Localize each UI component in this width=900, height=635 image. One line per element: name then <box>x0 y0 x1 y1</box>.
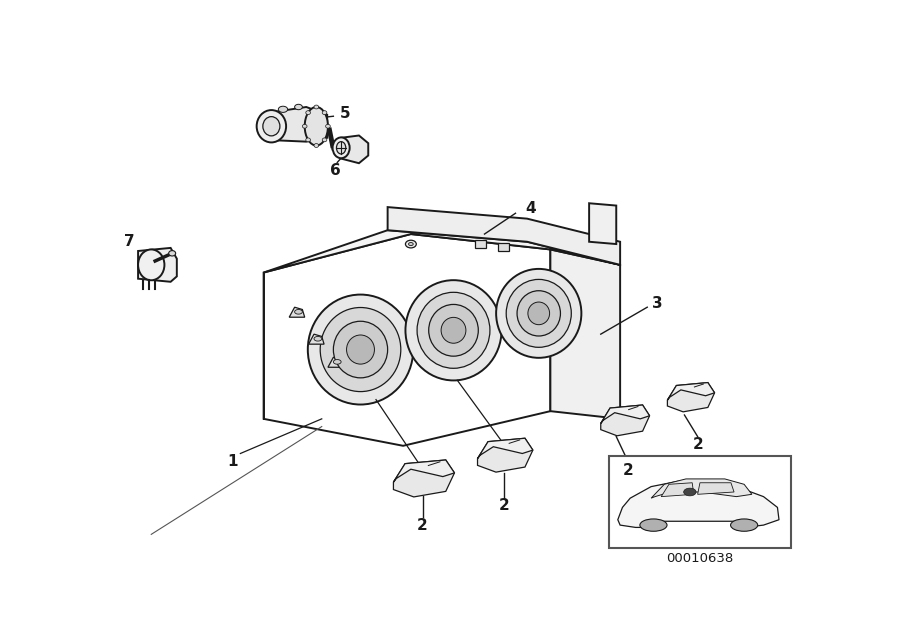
Text: 5: 5 <box>339 105 350 121</box>
Polygon shape <box>264 231 620 272</box>
Ellipse shape <box>305 107 328 145</box>
Ellipse shape <box>314 105 319 109</box>
Polygon shape <box>138 248 176 282</box>
Polygon shape <box>478 438 533 472</box>
Text: 3: 3 <box>652 296 662 311</box>
Polygon shape <box>272 107 328 142</box>
Ellipse shape <box>294 309 302 314</box>
Ellipse shape <box>314 144 319 147</box>
Ellipse shape <box>168 251 176 256</box>
Ellipse shape <box>320 307 400 392</box>
Text: 2: 2 <box>499 498 509 513</box>
Ellipse shape <box>405 240 417 248</box>
Ellipse shape <box>337 142 346 154</box>
Ellipse shape <box>640 519 667 531</box>
Ellipse shape <box>263 117 280 136</box>
Polygon shape <box>341 135 368 163</box>
Ellipse shape <box>322 138 327 142</box>
Text: 1: 1 <box>228 453 238 469</box>
Polygon shape <box>328 358 344 367</box>
Text: 7: 7 <box>124 234 135 250</box>
Polygon shape <box>551 250 620 419</box>
Ellipse shape <box>256 110 286 142</box>
Polygon shape <box>617 481 779 528</box>
Ellipse shape <box>731 519 758 531</box>
Ellipse shape <box>517 291 561 336</box>
Polygon shape <box>601 405 650 436</box>
Ellipse shape <box>528 302 550 324</box>
Polygon shape <box>601 405 650 424</box>
Text: 00010638: 00010638 <box>666 552 734 566</box>
Ellipse shape <box>409 243 413 246</box>
Polygon shape <box>651 479 751 498</box>
Text: 2: 2 <box>417 518 428 533</box>
Polygon shape <box>393 460 454 482</box>
Ellipse shape <box>138 250 165 280</box>
Ellipse shape <box>326 124 330 128</box>
Ellipse shape <box>506 279 572 347</box>
Polygon shape <box>668 382 715 412</box>
Ellipse shape <box>496 269 581 358</box>
Polygon shape <box>478 438 533 458</box>
Text: 2: 2 <box>623 463 634 478</box>
Ellipse shape <box>278 106 288 112</box>
Ellipse shape <box>405 280 501 380</box>
Ellipse shape <box>322 110 327 114</box>
Ellipse shape <box>333 359 341 364</box>
Polygon shape <box>698 483 734 494</box>
Ellipse shape <box>314 337 322 341</box>
Polygon shape <box>668 382 715 400</box>
Polygon shape <box>309 334 324 344</box>
Text: 6: 6 <box>330 163 341 178</box>
Polygon shape <box>393 460 454 497</box>
Ellipse shape <box>441 318 466 344</box>
Polygon shape <box>662 483 694 497</box>
Ellipse shape <box>333 321 388 378</box>
Ellipse shape <box>346 335 374 364</box>
Bar <box>475 240 486 248</box>
Ellipse shape <box>306 110 310 114</box>
Ellipse shape <box>333 137 349 158</box>
Polygon shape <box>264 234 551 446</box>
Ellipse shape <box>302 124 307 128</box>
Bar <box>499 243 509 251</box>
Ellipse shape <box>306 138 310 142</box>
Polygon shape <box>289 307 305 318</box>
Ellipse shape <box>294 104 302 110</box>
Ellipse shape <box>428 304 478 356</box>
Polygon shape <box>590 203 616 244</box>
Polygon shape <box>388 207 620 265</box>
Ellipse shape <box>684 488 696 496</box>
Ellipse shape <box>417 292 490 368</box>
Text: 4: 4 <box>526 201 536 216</box>
Ellipse shape <box>308 295 413 404</box>
Text: 2: 2 <box>692 437 703 451</box>
Bar <box>608 456 790 548</box>
